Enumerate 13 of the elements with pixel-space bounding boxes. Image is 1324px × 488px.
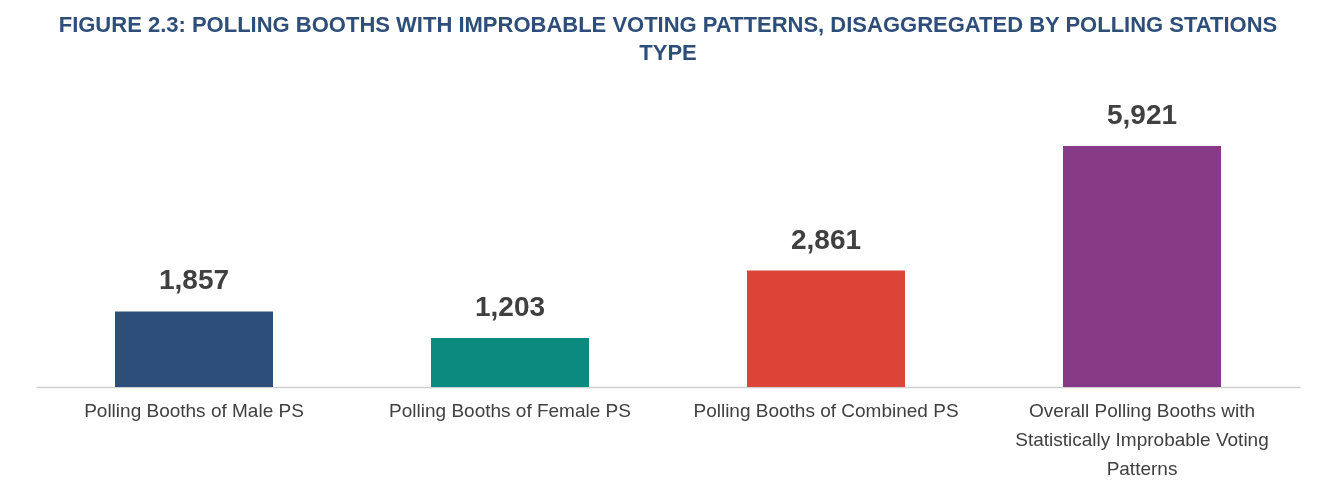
bar: [1063, 146, 1221, 387]
bar: [115, 311, 273, 387]
bar: [431, 338, 589, 387]
x-tick-label: Overall Polling Booths with Statistically Improbable Voting Patterns: [1015, 399, 1269, 479]
x-tick-label: Polling Booths of Combined PS: [693, 399, 959, 421]
x-tick-label: Polling Booths of Female PS: [389, 399, 631, 421]
chart-title: FIGURE 2.3: POLLING BOOTHS WITH IMPROBABLE VOTING PATTERNS, DISAGGREGATED BY POLLING STATIONS TYPE: [58, 12, 1278, 65]
bar: [747, 270, 905, 387]
data-label: 2,861: [790, 223, 862, 255]
data-label: 1,203: [474, 291, 546, 323]
x-tick-label: Polling Booths of Male PS: [84, 399, 304, 421]
data-label: 1,857: [158, 264, 230, 296]
data-label: 5,921: [1106, 99, 1178, 131]
